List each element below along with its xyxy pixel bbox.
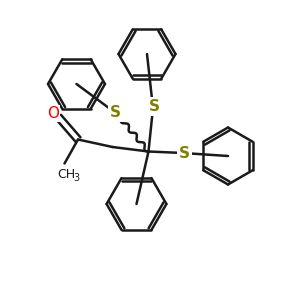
Text: S: S [110,105,121,120]
Text: S: S [149,99,160,114]
Text: O: O [47,106,59,121]
Text: S: S [179,146,190,161]
Text: 3: 3 [73,172,79,183]
Text: CH: CH [57,167,75,181]
